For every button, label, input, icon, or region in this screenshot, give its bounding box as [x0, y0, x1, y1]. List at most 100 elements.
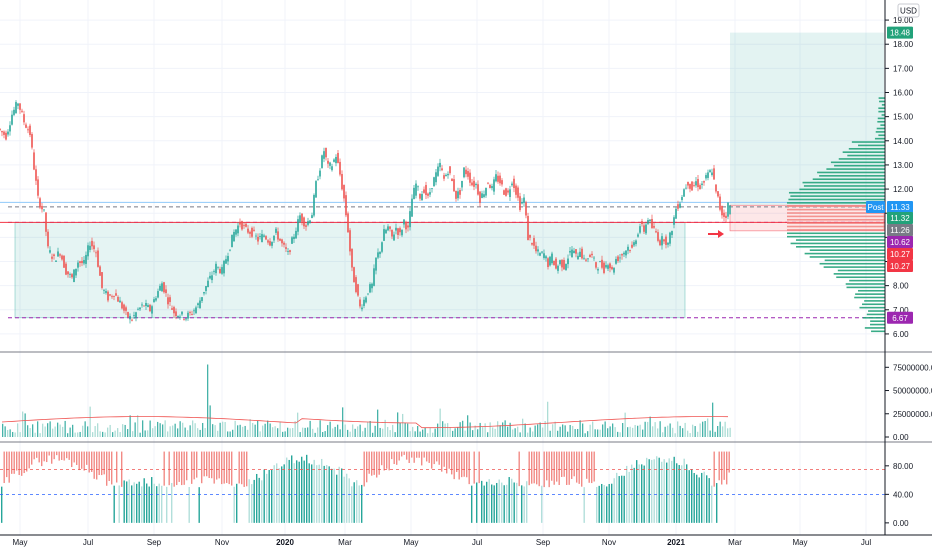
- oscillator-bar-low: [126, 481, 128, 523]
- oscillator-bar-high: [408, 451, 410, 463]
- oscillator-pane[interactable]: [0, 451, 885, 523]
- candle-body: [481, 193, 483, 198]
- volume-profile-bar: [787, 205, 885, 208]
- candle-body: [71, 274, 73, 278]
- candle-body: [597, 269, 599, 271]
- oscillator-bar-low: [138, 481, 140, 523]
- volume-bar: [344, 424, 346, 437]
- oscillator-bar-low: [346, 473, 348, 523]
- oscillator-bar-high: [61, 451, 63, 460]
- candle-body: [653, 226, 655, 228]
- candle-body: [201, 297, 203, 301]
- volume-bar: [199, 429, 201, 437]
- oscillator-bar-low: [596, 486, 598, 523]
- volume-bar: [374, 425, 376, 437]
- oscillator-bar-high: [83, 451, 85, 471]
- candle-body: [483, 194, 485, 198]
- candle-body: [603, 262, 605, 273]
- volume-bar: [187, 430, 189, 437]
- volume-bar: [322, 432, 324, 437]
- candle-body: [171, 308, 173, 310]
- candle-body: [465, 169, 467, 175]
- oscillator-bar-low: [638, 464, 640, 523]
- candle-body: [611, 267, 613, 270]
- volume-tick-label: 50000000.00: [893, 387, 932, 396]
- volume-pane[interactable]: [1, 364, 731, 437]
- candle-body: [25, 124, 27, 128]
- volume-bar: [482, 427, 484, 437]
- candle-body: [345, 195, 347, 216]
- oscillator-bar-high: [578, 451, 580, 484]
- candle-body: [341, 174, 343, 190]
- oscillator-bar-high: [88, 451, 90, 473]
- candle-body: [85, 254, 87, 264]
- volume-bar: [134, 422, 136, 437]
- oscillator-bar-low: [513, 482, 515, 523]
- candle-body: [289, 250, 291, 253]
- currency-label[interactable]: USD: [897, 3, 920, 18]
- candle-body: [529, 234, 531, 238]
- candle-body: [283, 242, 285, 245]
- volume-bar: [572, 425, 574, 437]
- candle-body: [557, 265, 559, 271]
- oscillator-bar-low: [663, 459, 665, 523]
- oscillator-bar-high: [543, 451, 545, 488]
- volume-bar: [114, 430, 116, 437]
- volume-bar: [464, 430, 466, 437]
- volume-profile-bar: [790, 242, 885, 245]
- candle-body: [571, 249, 573, 258]
- oscillator-bar-low: [281, 466, 283, 523]
- oscillator-bar-low: [353, 482, 355, 523]
- volume-profile-bar: [847, 154, 885, 157]
- volume-bar: [227, 431, 229, 437]
- volume-bar: [177, 428, 179, 437]
- volume-bar: [389, 430, 391, 437]
- candle-body: [531, 243, 533, 245]
- time-axis[interactable]: May Jul Sep Nov 2020 Mar May Jul Sep Nov 2021 Mar Ma…: [12, 538, 871, 547]
- candle-body: [31, 134, 33, 148]
- oscillator-bar-high: [453, 451, 455, 480]
- currency-text: USD: [900, 7, 917, 16]
- volume-bar: [404, 422, 406, 437]
- oscillator-bar-low: [293, 463, 295, 523]
- candle-body: [175, 311, 177, 317]
- volume-bar: [97, 423, 99, 437]
- oscillator-bar-low: [541, 485, 543, 523]
- oscillator-bar-low: [316, 465, 318, 523]
- oscillator-bar-high: [416, 451, 418, 458]
- price-pane[interactable]: [0, 32, 885, 333]
- oscillator-bar-low: [676, 463, 678, 523]
- volume-bar: [619, 432, 621, 437]
- candle-body: [365, 297, 367, 303]
- volume-bar: [622, 423, 624, 437]
- volume-bar: [722, 426, 724, 437]
- candle-body: [185, 318, 187, 320]
- candle-body: [387, 226, 389, 231]
- oscillator-bar-low: [681, 465, 683, 523]
- volume-bar: [209, 405, 211, 437]
- volume-bar: [229, 431, 231, 437]
- oscillator-bar-high: [571, 451, 573, 479]
- volume-bar: [469, 422, 471, 437]
- oscillator-bar-high: [246, 451, 248, 487]
- candle-body: [307, 221, 309, 225]
- volume-profile-bar: [851, 141, 885, 143]
- oscillator-bar-high: [106, 451, 108, 486]
- candle-body: [243, 225, 245, 227]
- candle-body: [479, 191, 481, 203]
- volume-profile-bar: [809, 256, 885, 258]
- oscillator-bar-high: [218, 451, 220, 479]
- candle-body: [141, 304, 143, 306]
- candle-body: [639, 226, 641, 233]
- volume-bar: [102, 431, 104, 437]
- candle-body: [123, 304, 125, 311]
- candle-body: [135, 312, 137, 319]
- volume-bar: [439, 408, 441, 437]
- candle-body: [725, 215, 727, 218]
- oscillator-bar-low: [296, 460, 298, 523]
- volume-profile-bar: [878, 107, 885, 110]
- candle-body: [53, 254, 55, 256]
- oscillator-bar-low: [611, 483, 613, 523]
- candle-body: [623, 252, 625, 255]
